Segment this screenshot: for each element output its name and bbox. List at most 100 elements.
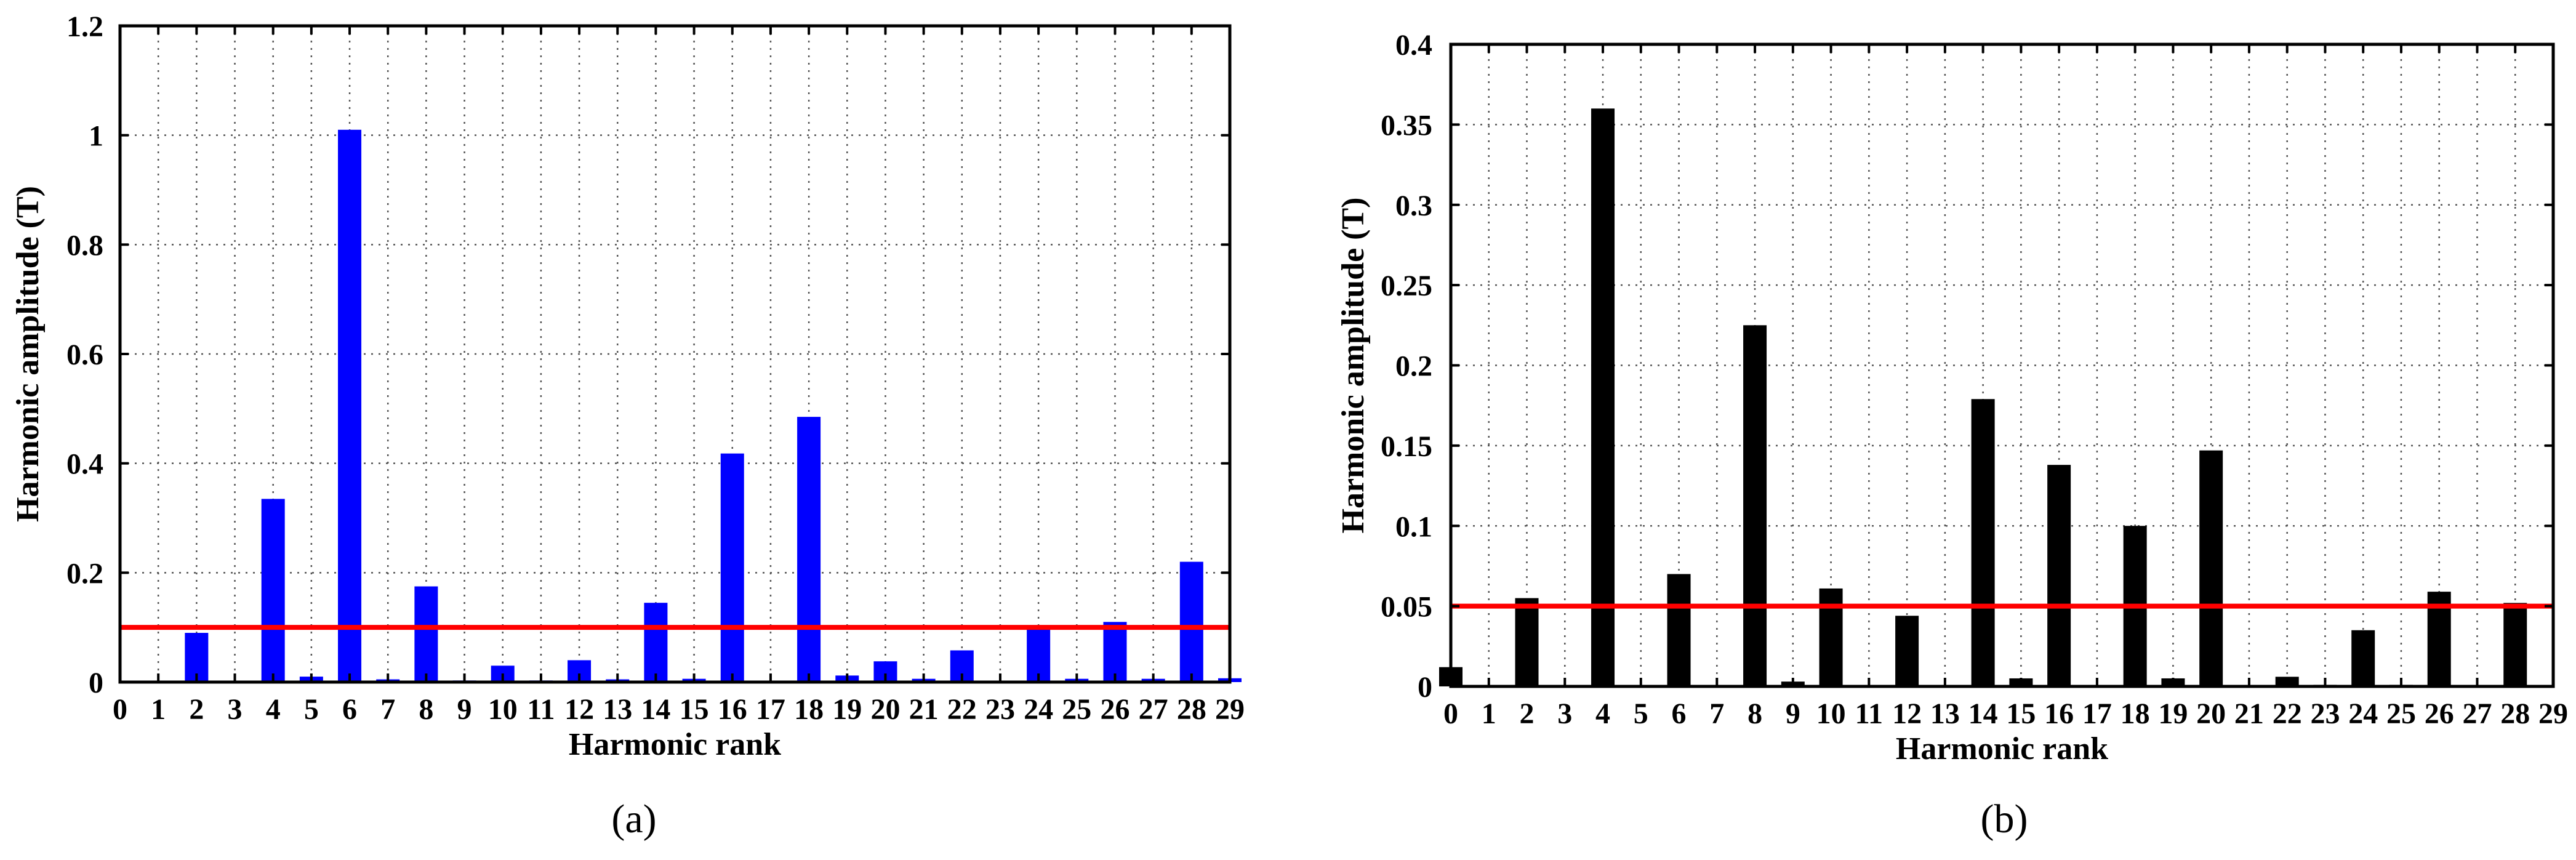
y-tick-label: 0 [89,667,103,699]
bar-harmonic-26 [1103,622,1127,682]
x-tick-label: 6 [1672,697,1687,730]
panel-caption: (a) [611,797,656,842]
x-tick-label: 29 [2538,697,2568,730]
x-tick-label: 0 [113,693,127,726]
x-tick-label: 4 [266,693,281,726]
x-tick-label: 17 [756,693,785,726]
x-tick-label: 3 [1557,697,1572,730]
x-tick-label: 0 [1443,697,1458,730]
bar-harmonic-4 [261,499,285,682]
x-tick-label: 26 [2425,697,2454,730]
x-tick-label: 14 [641,693,670,726]
x-tick-label: 24 [2348,697,2378,730]
x-tick-label: 11 [527,693,555,726]
x-tick-label: 24 [1024,693,1053,726]
x-tick-label: 7 [380,693,395,726]
x-tick-label: 20 [870,693,900,726]
x-tick-label: 20 [2196,697,2226,730]
bar-harmonic-6 [1667,574,1691,686]
x-tick-label: 18 [794,693,824,726]
x-tick-label: 5 [304,693,319,726]
bar-harmonic-8 [1743,325,1767,686]
bar-harmonic-28 [1179,561,1203,682]
y-axis-label: Harmonic amplitude (T) [10,186,46,522]
bar-harmonic-18 [797,417,821,682]
bar-harmonic-12 [1895,616,1919,686]
bar-harmonic-24 [1027,627,1051,682]
x-tick-label: 7 [1709,697,1724,730]
x-tick-label: 13 [1930,697,1960,730]
x-tick-label: 3 [228,693,243,726]
x-tick-label: 28 [2500,697,2530,730]
x-tick-label: 16 [718,693,747,726]
x-tick-label: 25 [2386,697,2416,730]
y-tick-label: 0.4 [1395,29,1432,62]
x-tick-label: 27 [1139,693,1168,726]
y-tick-label: 0.15 [1381,430,1432,463]
y-tick-label: 0.05 [1381,591,1432,624]
x-tick-label: 9 [457,693,472,726]
bar-harmonic-20 [2199,450,2223,686]
x-tick-label: 8 [1747,697,1762,730]
x-tick-label: 2 [1520,697,1535,730]
x-tick-label: 29 [1215,693,1245,726]
y-tick-label: 0.2 [66,557,103,590]
plot-frame [1449,42,2555,688]
y-tick-label: 0.4 [66,448,103,481]
y-tick-label: 0.35 [1381,109,1432,142]
panel-caption: (b) [1981,797,2028,842]
x-tick-label: 10 [1816,697,1846,730]
y-tick-label: 1.2 [66,10,103,43]
y-tick-label: 0.3 [1395,190,1432,222]
y-tick-label: 0.6 [66,339,103,371]
bar-harmonic-4 [1591,108,1615,687]
x-tick-label: 18 [2121,697,2150,730]
x-tick-label: 15 [2006,697,2036,730]
x-tick-label: 21 [2234,697,2264,730]
chart-panel-a: 0 1 2 3 4 5 6 7 8 9 10 11 12 13 14 15 16 17 18 19 20 21 22 23 24… [10,10,1245,842]
bar-harmonic-10 [1819,588,1843,686]
bar-harmonic-14 [644,603,668,682]
x-tick-label: 6 [342,693,357,726]
x-tick-label: 5 [1634,697,1648,730]
x-tick-label: 16 [2044,697,2074,730]
x-tick-label: 14 [1968,697,1998,730]
x-tick-label: 22 [2273,697,2302,730]
y-tick-label: 0.25 [1381,270,1432,302]
bar-harmonic-24 [2351,630,2375,686]
y-tick-label: 0.2 [1395,350,1432,383]
x-tick-label: 23 [985,693,1015,726]
bar-harmonic-16 [720,453,744,682]
x-tick-label: 27 [2462,697,2492,730]
x-tick-label: 23 [2310,697,2340,730]
y-tick-label: 0.1 [1395,510,1432,543]
x-tick-label: 17 [2082,697,2112,730]
chart-panel-b: 0 1 2 3 4 5 6 7 8 9 10 11 12 13 14 15 16 17 18 19 20 21 22 23 24… [1336,29,2568,842]
x-tick-label: 12 [564,693,594,726]
x-tick-label: 28 [1177,693,1206,726]
x-tick-label: 4 [1595,697,1610,730]
x-axis-label: Harmonic rank [1896,731,2108,766]
x-tick-label: 25 [1062,693,1091,726]
bar-harmonic-6 [338,129,362,683]
x-tick-label: 8 [419,693,433,726]
bar-harmonic-28 [2503,603,2527,686]
x-tick-label: 10 [488,693,518,726]
x-tick-label: 15 [680,693,709,726]
x-tick-label: 11 [1855,697,1883,730]
x-tick-label: 21 [909,693,939,726]
y-axis-label: Harmonic amplitude (T) [1336,198,1371,534]
x-tick-label: 13 [603,693,632,726]
x-tick-label: 1 [1482,697,1496,730]
y-tick-label: 0.8 [66,229,103,262]
x-tick-label: 19 [832,693,862,726]
bar-harmonic-14 [1971,399,1995,686]
bar-harmonic-2 [1515,598,1539,686]
bar-harmonic-8 [414,586,438,682]
y-tick-label: 1 [89,120,103,153]
x-tick-label: 26 [1100,693,1130,726]
x-tick-label: 19 [2158,697,2188,730]
x-tick-label: 12 [1892,697,1922,730]
x-axis-label: Harmonic rank [569,727,781,762]
bar-harmonic-16 [2047,465,2071,686]
